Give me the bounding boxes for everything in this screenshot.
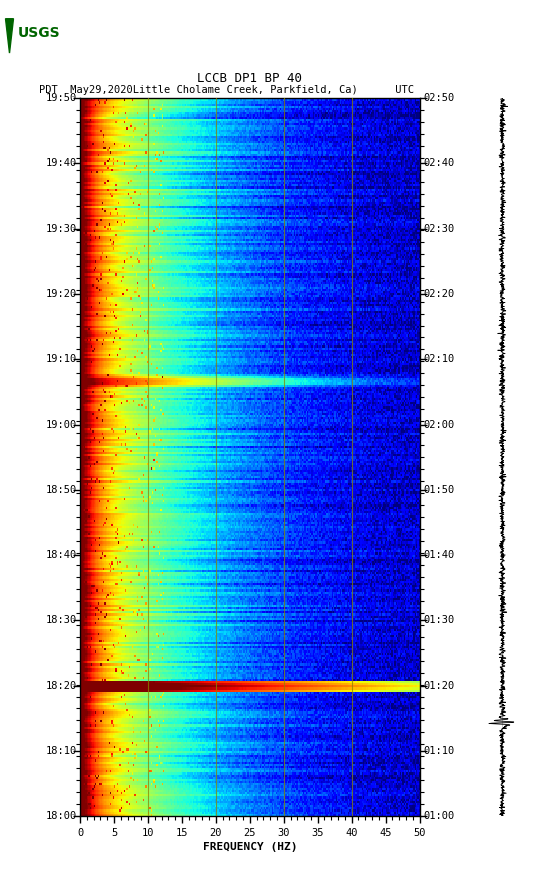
Text: 19:50: 19:50 xyxy=(45,93,77,103)
Text: 02:40: 02:40 xyxy=(423,159,454,169)
Text: 02:30: 02:30 xyxy=(423,224,454,234)
Text: 18:50: 18:50 xyxy=(45,484,77,495)
Text: 02:50: 02:50 xyxy=(423,93,454,103)
Text: 19:20: 19:20 xyxy=(45,289,77,299)
Text: 18:00: 18:00 xyxy=(45,811,77,822)
Text: 02:20: 02:20 xyxy=(423,289,454,299)
Text: 01:50: 01:50 xyxy=(423,484,454,495)
Text: 18:20: 18:20 xyxy=(45,681,77,690)
Text: USGS: USGS xyxy=(18,27,60,40)
Text: 18:10: 18:10 xyxy=(45,746,77,756)
Text: 19:40: 19:40 xyxy=(45,159,77,169)
Text: PDT  May29,2020Little Cholame Creek, Parkfield, Ca)      UTC: PDT May29,2020Little Cholame Creek, Park… xyxy=(39,86,413,95)
Text: 02:10: 02:10 xyxy=(423,354,454,364)
Text: 01:40: 01:40 xyxy=(423,550,454,560)
Text: LCCB DP1 BP 40: LCCB DP1 BP 40 xyxy=(197,71,302,85)
Text: 01:20: 01:20 xyxy=(423,681,454,690)
Text: 19:30: 19:30 xyxy=(45,224,77,234)
Text: 01:30: 01:30 xyxy=(423,615,454,625)
Text: 19:00: 19:00 xyxy=(45,419,77,430)
Text: 01:10: 01:10 xyxy=(423,746,454,756)
Text: 01:00: 01:00 xyxy=(423,811,454,822)
Text: 18:40: 18:40 xyxy=(45,550,77,560)
Polygon shape xyxy=(6,19,13,54)
X-axis label: FREQUENCY (HZ): FREQUENCY (HZ) xyxy=(203,842,297,852)
Text: 18:30: 18:30 xyxy=(45,615,77,625)
Text: 02:00: 02:00 xyxy=(423,419,454,430)
Text: 19:10: 19:10 xyxy=(45,354,77,364)
